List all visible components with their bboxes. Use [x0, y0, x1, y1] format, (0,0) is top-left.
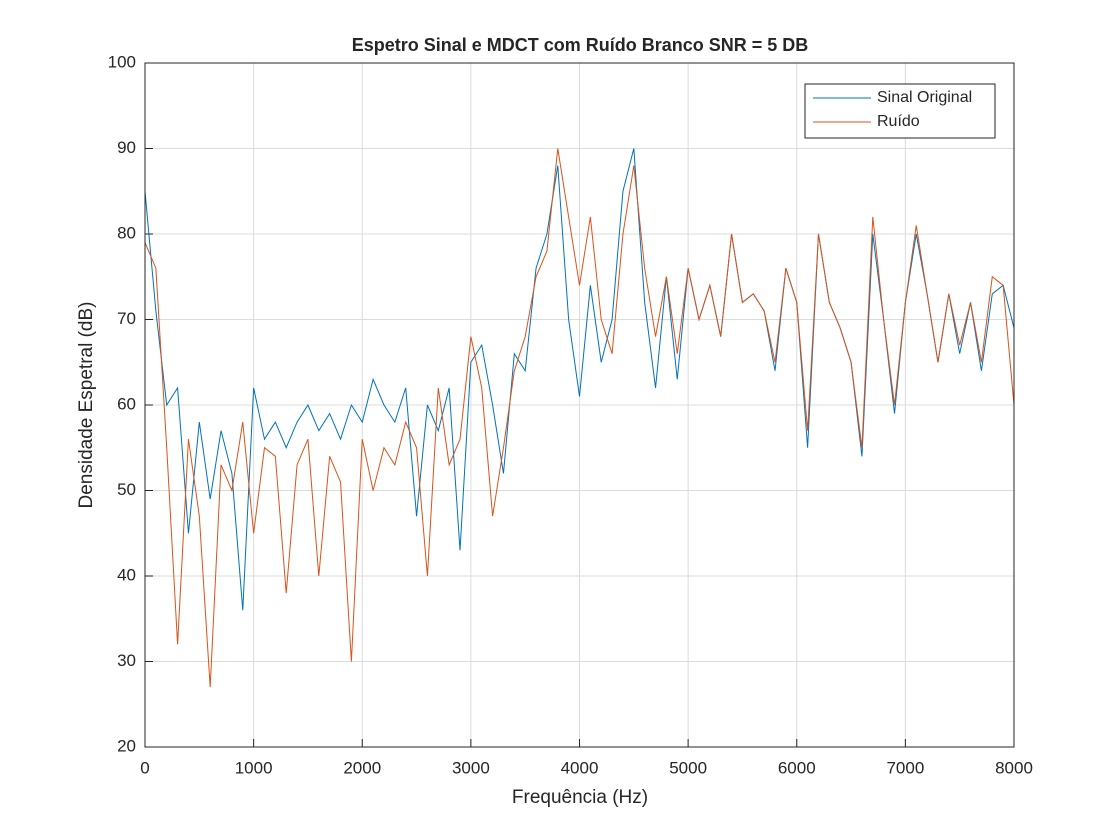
legend-box: [804, 83, 996, 139]
y-axis-label: Densidade Espetral (dB): [76, 302, 97, 509]
x-tick-label: 4000: [561, 758, 599, 777]
y-tick-label: 50: [117, 480, 136, 499]
y-tick-label: 20: [117, 736, 136, 755]
x-tick-label: 8000: [995, 758, 1033, 777]
y-tick-label: 30: [117, 651, 136, 670]
x-tick-label: 2000: [343, 758, 381, 777]
y-tick-label: 60: [117, 394, 136, 413]
legend-label: Sinal Original: [877, 89, 972, 106]
chart-title: Espetro Sinal e MDCT com Ruído Branco SN…: [352, 35, 809, 55]
y-tick-label: 100: [108, 52, 136, 71]
x-tick-label: 7000: [886, 758, 924, 777]
x-axis-label: Frequência (Hz): [512, 787, 648, 808]
x-tick-label: 5000: [669, 758, 707, 777]
axes-box: [144, 62, 1015, 748]
y-tick-label: 70: [117, 309, 136, 328]
data-line: [144, 148, 1015, 611]
data-line: [144, 148, 1015, 688]
y-tick-label: 90: [117, 138, 136, 157]
x-tick-label: 0: [140, 758, 149, 777]
legend-label: Ruído: [877, 113, 920, 130]
x-tick-label: 6000: [778, 758, 816, 777]
x-tick-label: 1000: [235, 758, 273, 777]
y-tick-label: 80: [117, 223, 136, 242]
x-tick-label: 3000: [452, 758, 490, 777]
y-tick-label: 40: [117, 565, 136, 584]
